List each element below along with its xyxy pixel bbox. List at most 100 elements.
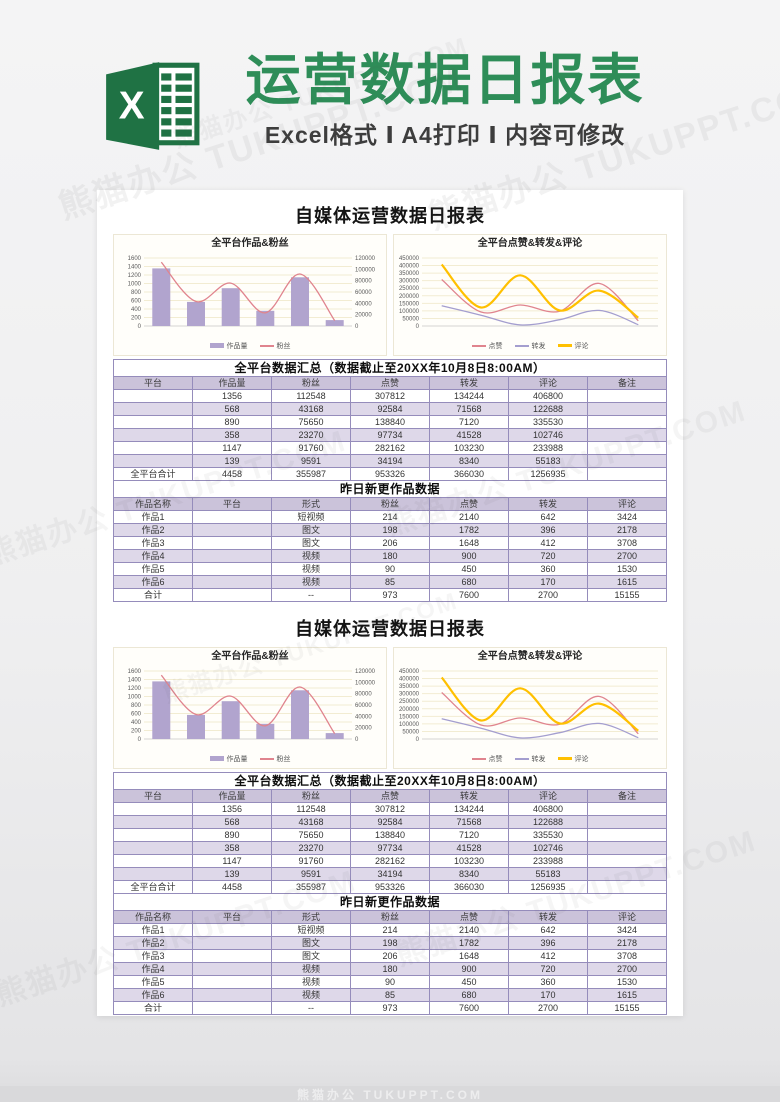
- cell: 85: [350, 988, 430, 1002]
- cell: 102746: [508, 841, 588, 855]
- column-header: 粉丝: [350, 910, 430, 924]
- works-table: 昨日新更作品数据 作品名称 平台 形式 粉丝 点赞 转发 评论 作品1 短视频 214 2140 642…: [113, 893, 667, 1015]
- chart-title: 全平台点赞&转发&评论: [477, 238, 583, 249]
- svg-text:600: 600: [131, 299, 142, 305]
- svg-text:80000: 80000: [355, 279, 372, 285]
- cell: [587, 828, 667, 842]
- summary-table: 全平台数据汇总（数据截止至20XX年10月8日8:00AM） 平台 作品量 粉丝 点赞转…: [113, 359, 667, 481]
- svg-text:450000: 450000: [399, 669, 420, 675]
- legend-label: 点赞: [488, 755, 503, 763]
- svg-text:1400: 1400: [128, 265, 142, 271]
- cell: 图文: [271, 523, 351, 537]
- cell: 92584: [350, 815, 430, 829]
- banner-title: 运营数据日报表: [245, 49, 645, 111]
- cell: 953326: [350, 880, 430, 894]
- cell: 7120: [429, 828, 509, 842]
- svg-text:40000: 40000: [355, 714, 372, 720]
- column-header: 点赞: [350, 789, 430, 803]
- works-fans-chart: 全平台作品&粉丝 0 200 400 600 800 1000 1200 1400 1600 0 2…: [113, 647, 387, 769]
- table-row: 1147 91760 282162 103230 233988: [113, 854, 667, 868]
- svg-text:400: 400: [131, 307, 142, 313]
- cell: [113, 867, 193, 881]
- cell: 1648: [429, 949, 509, 963]
- line-swatch-icon: [514, 344, 529, 347]
- svg-text:60000: 60000: [355, 290, 372, 296]
- svg-text:450000: 450000: [399, 256, 420, 262]
- column-header: 转发: [508, 497, 588, 511]
- cell: 680: [429, 575, 509, 589]
- column-header: 转发: [429, 376, 509, 390]
- cell: 1782: [429, 523, 509, 537]
- svg-text:0: 0: [138, 324, 142, 330]
- cell: 9591: [271, 454, 351, 468]
- cell: 282162: [350, 441, 430, 455]
- table-row: 358 23270 97734 41528 102746: [113, 841, 667, 855]
- table-row: 作品4 视频 180 900 720 2700: [113, 962, 667, 976]
- cell: 图文: [271, 936, 351, 950]
- cell: 1356: [192, 802, 272, 816]
- table-row: 139 9591 34194 8340 55183: [113, 867, 667, 881]
- table-row: 1356 112548 307812 134244 406800: [113, 389, 667, 403]
- cell: 134244: [429, 389, 509, 403]
- table-row: 1147 91760 282162 103230 233988: [113, 441, 667, 455]
- cell: [587, 441, 667, 455]
- legend-label: 粉丝: [276, 342, 291, 350]
- cell: 2178: [587, 523, 667, 537]
- svg-text:100000: 100000: [355, 680, 376, 686]
- cell: 450: [429, 975, 509, 989]
- legend-item: 作品量: [209, 754, 248, 764]
- cell: [192, 962, 272, 976]
- table-title-row: 全平台数据汇总（数据截止至20XX年10月8日8:00AM）: [113, 359, 667, 377]
- cell: 973: [350, 1001, 430, 1015]
- cell: 4458: [192, 880, 272, 894]
- chart-title: 全平台作品&粉丝: [211, 651, 289, 662]
- svg-text:0: 0: [416, 737, 420, 743]
- chart-legend: 点赞 转发 评论: [394, 338, 666, 353]
- cell: [192, 562, 272, 576]
- column-header: 粉丝: [271, 376, 351, 390]
- chart-title: 全平台作品&粉丝: [211, 238, 289, 249]
- table-title: 全平台数据汇总（数据截止至20XX年10月8日8:00AM）: [113, 359, 667, 377]
- line-swatch-icon: [557, 344, 572, 347]
- column-header: 形式: [271, 910, 351, 924]
- cell: 900: [429, 962, 509, 976]
- legend-item: 点赞: [471, 754, 503, 764]
- cell: 7600: [429, 1001, 509, 1015]
- cell: 355987: [271, 880, 351, 894]
- svg-text:60000: 60000: [355, 703, 372, 709]
- svg-text:1000: 1000: [128, 695, 142, 701]
- table-header-row: 作品名称 平台 形式 粉丝 点赞 转发 评论: [113, 910, 667, 924]
- cell: 233988: [508, 441, 588, 455]
- column-header: 点赞: [429, 910, 509, 924]
- report-title: 自媒体运营数据日报表: [295, 619, 485, 639]
- cell: 视频: [271, 575, 351, 589]
- cell: 8340: [429, 454, 509, 468]
- cell: 139: [192, 454, 272, 468]
- cell: 作品6: [113, 575, 193, 589]
- cell: 307812: [350, 802, 430, 816]
- table-row: 作品6 视频 85 680 170 1615: [113, 575, 667, 589]
- svg-text:200: 200: [131, 729, 142, 735]
- cell: 139: [192, 867, 272, 881]
- cell: [587, 880, 667, 894]
- banner: X 运营数据日报表 Excel格式 Ⅰ A4打印 Ⅰ 内容可修改: [0, 0, 780, 190]
- cell: 1648: [429, 536, 509, 550]
- cell: 396: [508, 936, 588, 950]
- cell: 短视频: [271, 923, 351, 937]
- table-row: 作品6 视频 85 680 170 1615: [113, 988, 667, 1002]
- svg-text:200: 200: [131, 316, 142, 322]
- report-page: 自媒体运营数据日报表 全平台作品&粉丝 0 200 400 600 800 1000 120…: [97, 190, 683, 1016]
- cell: [113, 415, 193, 429]
- cell: 102746: [508, 428, 588, 442]
- cell: [113, 802, 193, 816]
- cell: 973: [350, 588, 430, 602]
- cell: 1147: [192, 854, 272, 868]
- svg-text:150000: 150000: [399, 714, 420, 720]
- cell: 作品5: [113, 562, 193, 576]
- legend-item: 转发: [514, 754, 546, 764]
- summary-table: 全平台数据汇总（数据截止至20XX年10月8日8:00AM） 平台 作品量 粉丝 点赞转…: [113, 772, 667, 894]
- column-header: 转发: [429, 789, 509, 803]
- svg-text:250000: 250000: [399, 699, 420, 705]
- line-swatch-icon: [557, 757, 572, 760]
